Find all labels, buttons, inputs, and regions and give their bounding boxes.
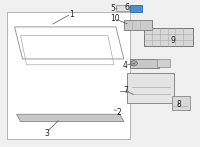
Polygon shape bbox=[17, 114, 124, 122]
FancyBboxPatch shape bbox=[130, 59, 159, 68]
Text: 6: 6 bbox=[124, 3, 129, 12]
FancyBboxPatch shape bbox=[116, 5, 129, 11]
Text: 3: 3 bbox=[44, 129, 49, 138]
Text: 4: 4 bbox=[122, 61, 127, 70]
FancyBboxPatch shape bbox=[157, 59, 170, 67]
FancyBboxPatch shape bbox=[144, 28, 193, 46]
Text: 1: 1 bbox=[69, 10, 74, 19]
Text: 5: 5 bbox=[110, 4, 115, 13]
FancyBboxPatch shape bbox=[130, 5, 142, 12]
Text: 2: 2 bbox=[116, 108, 121, 117]
FancyBboxPatch shape bbox=[127, 73, 174, 103]
FancyBboxPatch shape bbox=[7, 12, 130, 139]
FancyBboxPatch shape bbox=[172, 96, 190, 110]
Text: 7: 7 bbox=[123, 86, 128, 95]
Text: 10: 10 bbox=[110, 14, 120, 23]
Text: 8: 8 bbox=[176, 100, 181, 109]
FancyBboxPatch shape bbox=[124, 20, 152, 30]
Text: 9: 9 bbox=[170, 36, 175, 45]
Circle shape bbox=[130, 61, 137, 66]
